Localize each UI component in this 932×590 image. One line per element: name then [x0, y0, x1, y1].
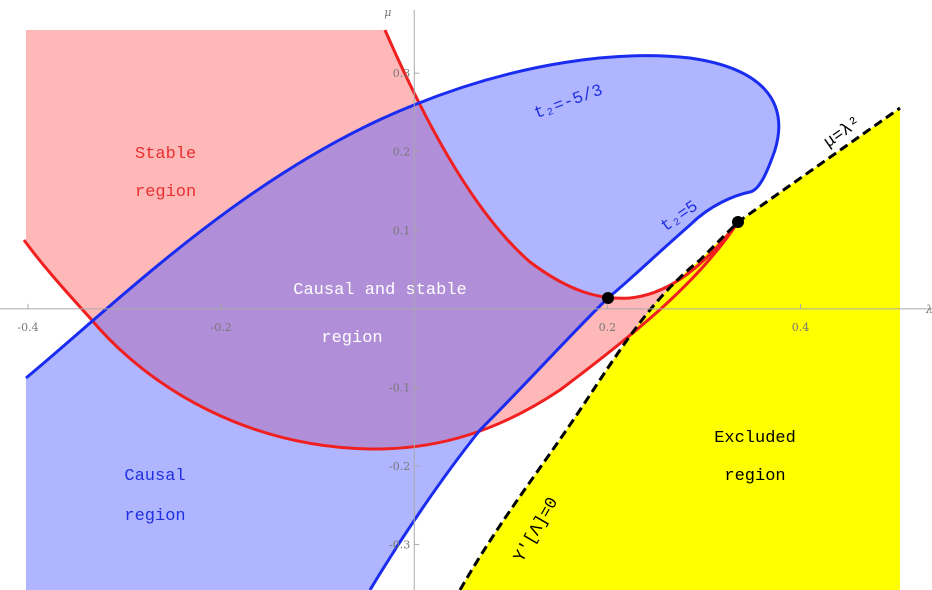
causal-region: [26, 55, 779, 590]
label: region: [124, 507, 185, 526]
y-tick-label: -0.3: [389, 538, 410, 551]
excluded-region: [460, 108, 900, 590]
label: region: [724, 467, 785, 486]
x-tick-label: -0.4: [17, 321, 38, 334]
label: Excluded: [714, 429, 796, 448]
x-tick-label: -0.2: [211, 321, 232, 334]
point: [602, 292, 614, 304]
y-axis-label: μ: [384, 6, 391, 19]
regions: [22, 29, 901, 590]
label: Causal: [124, 467, 185, 486]
stable-region: [26, 30, 738, 450]
x-tick-label: 0.4: [792, 321, 810, 334]
label: Stable: [135, 145, 196, 164]
y-tick-label: 0.2: [393, 146, 411, 159]
y-tick-label: 0.3: [393, 67, 411, 80]
x-axis-label: λ: [925, 303, 932, 316]
y-tick-label: 0.1: [393, 224, 411, 237]
y-tick-label: -0.1: [389, 381, 410, 394]
y-tick-label: -0.2: [389, 460, 410, 473]
label: Causal and stable: [293, 281, 466, 300]
point: [732, 216, 744, 228]
blue-curve: [25, 54, 781, 590]
label: region: [135, 183, 196, 202]
label: region: [321, 329, 382, 348]
x-tick-label: 0.2: [599, 321, 617, 334]
